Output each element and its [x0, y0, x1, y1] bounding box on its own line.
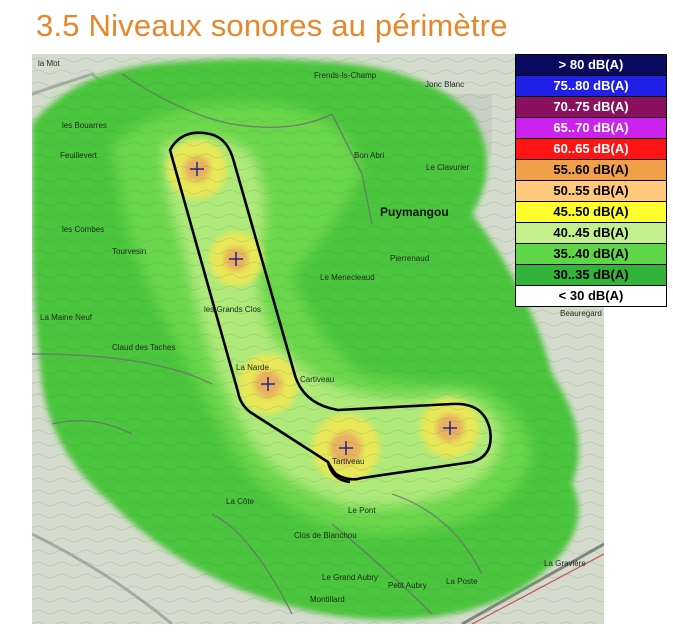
legend-item-65-70: 65..70 dB(A): [516, 118, 666, 139]
place-label: La Maine Neuf: [40, 313, 93, 322]
place-labels: la Mot Frends-Is-Champ Jonc Blanc les Bo…: [38, 59, 602, 604]
legend-item-over-80: > 80 dB(A): [516, 55, 666, 76]
turbine-t4: [339, 441, 353, 455]
place-label: Le Clavurier: [426, 163, 469, 172]
legend-item-75-80: 75..80 dB(A): [516, 76, 666, 97]
roads: [32, 73, 483, 615]
place-label: Le Grand Aubry: [322, 573, 378, 582]
turbine-t5: [443, 421, 457, 435]
place-label: Le Pont: [348, 506, 376, 515]
place-label: Frends-Is-Champ: [314, 71, 377, 80]
place-label: Claud des Taches: [112, 343, 175, 352]
place-label: Bon Abri: [354, 151, 384, 160]
turbine-t1: [190, 162, 204, 176]
place-label: La Côte: [226, 497, 255, 506]
place-label: les Combes: [62, 225, 104, 234]
place-label: La Gravière: [544, 559, 586, 568]
place-label: Feuillevert: [60, 151, 98, 160]
topo-overlay: [32, 54, 604, 624]
place-label: Clos de Blanchou: [294, 531, 357, 540]
legend-item-under-30: < 30 dB(A): [516, 286, 666, 306]
place-label: Le Menecleaud: [320, 273, 375, 282]
place-label: Jonc Blanc: [425, 80, 464, 89]
place-label: Beauregard: [560, 309, 602, 318]
place-label: La Poste: [446, 577, 478, 586]
legend-item-60-65: 60..65 dB(A): [516, 139, 666, 160]
place-label: Tartiveau: [332, 457, 364, 466]
legend-item-50-55: 50..55 dB(A): [516, 181, 666, 202]
place-label: Pierrenaud: [390, 254, 429, 263]
noise-legend: > 80 dB(A) 75..80 dB(A) 70..75 dB(A) 65.…: [515, 54, 667, 307]
place-label: La Narde: [236, 363, 269, 372]
legend-item-35-40: 35..40 dB(A): [516, 244, 666, 265]
place-label: la Mot: [38, 59, 61, 68]
place-label: Petit Aubry: [388, 581, 427, 590]
legend-item-55-60: 55..60 dB(A): [516, 160, 666, 181]
place-label: Cartiveau: [300, 375, 334, 384]
noise-map: la Mot Frends-Is-Champ Jonc Blanc les Bo…: [32, 54, 604, 624]
turbine-t3: [261, 377, 275, 391]
turbines: [190, 162, 457, 455]
legend-item-30-35: 30..35 dB(A): [516, 265, 666, 286]
legend-item-45-50: 45..50 dB(A): [516, 202, 666, 223]
legend-item-40-45: 40..45 dB(A): [516, 223, 666, 244]
place-label: Tourvesin: [112, 247, 146, 256]
place-label: les Bouarres: [62, 121, 107, 130]
page-title: 3.5 Niveaux sonores au périmètre: [36, 8, 508, 43]
place-label: Puymangou: [380, 205, 449, 219]
place-label: les Grands Clos: [204, 305, 261, 314]
place-label: Montillard: [310, 595, 345, 604]
legend-item-70-75: 70..75 dB(A): [516, 97, 666, 118]
turbine-t2: [229, 252, 243, 266]
